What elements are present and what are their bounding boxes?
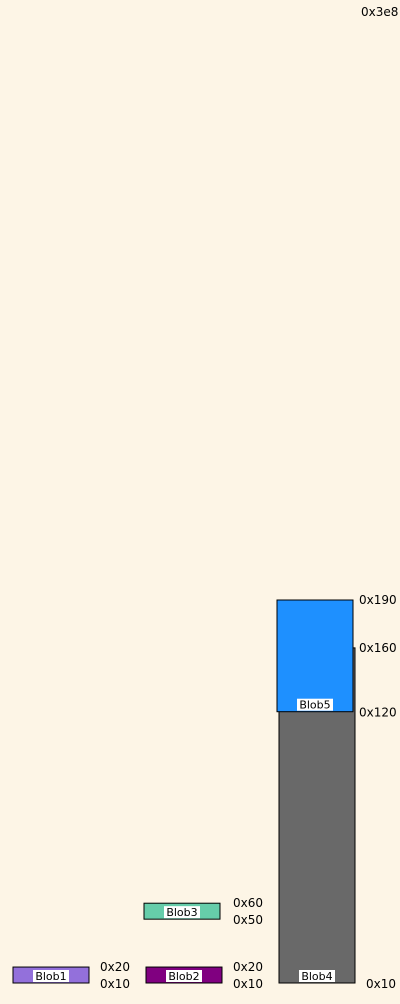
blob3-group: Blob3 0x50 0x60 [143,896,263,927]
blob5-block[interactable] [276,599,354,713]
blob5-group: Blob5 0x120 0x190 [276,593,397,720]
blob2-low-address-label: 0x10 [233,977,263,991]
blob3-high-address-label: 0x60 [233,896,263,910]
blob1-high-address-label: 0x20 [100,960,130,974]
blob4-high-address-label: 0x160 [359,641,397,655]
blob2-group: Blob2 0x10 0x20 [145,960,263,991]
blob5-high-address-label: 0x190 [359,593,397,607]
blob3-low-address-label: 0x50 [233,913,263,927]
blob5-label-background [297,698,333,711]
blob5-name-label: Blob5 [299,699,330,712]
blob1-group: Blob1 0x10 0x20 [12,960,130,991]
blob2-high-address-label: 0x20 [233,960,263,974]
blob1-label-background [33,970,69,982]
blob4-name-label: Blob4 [301,970,332,983]
blob5-low-address-label: 0x120 [359,706,397,720]
blob4-low-address-label: 0x10 [366,977,396,991]
blob2-label-background [166,970,202,982]
blob4-label-background [299,970,335,982]
top-address-label: 0x3e8 [361,5,398,19]
blob1-low-address-label: 0x10 [100,977,130,991]
blob3-name-label: Blob3 [166,906,197,919]
blob1-name-label: Blob1 [35,970,66,983]
blob3-label-background [164,906,200,919]
blob2-name-label: Blob2 [168,970,199,983]
